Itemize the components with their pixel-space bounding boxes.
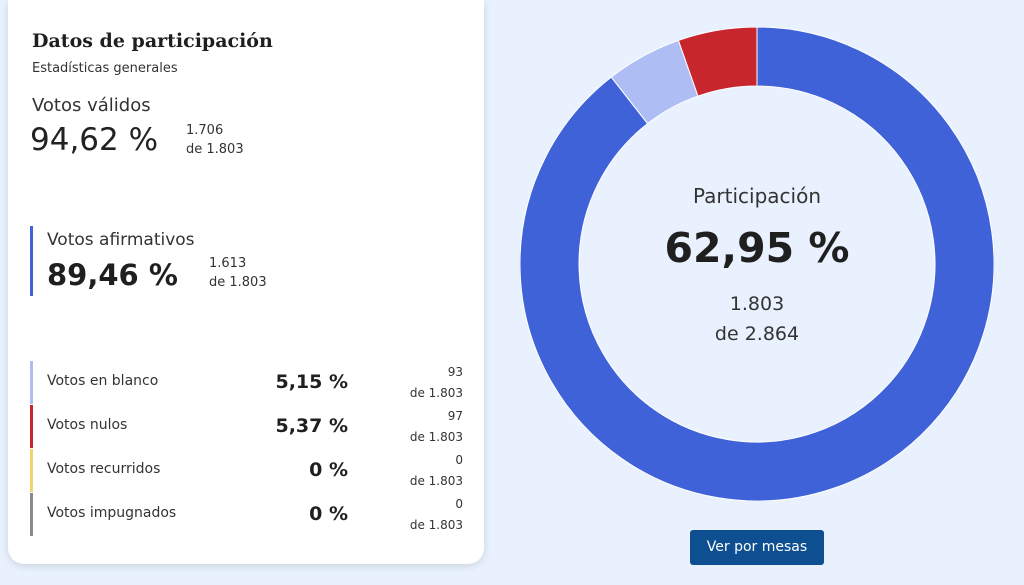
participation-count: 1.803 de 2.864 bbox=[520, 289, 994, 349]
appealed-votes-count: 0 de 1.803 bbox=[410, 450, 463, 492]
valid-votes-count-total: de 1.803 bbox=[186, 142, 244, 157]
null-votes-count-value: 97 bbox=[447, 409, 463, 423]
donut-slice-votos-afirmativos bbox=[520, 27, 994, 501]
blank-votes-row: Votos en blanco 5,15 % 93 de 1.803 bbox=[30, 361, 463, 404]
blank-votes-count-value: 93 bbox=[447, 365, 463, 379]
challenged-votes-label: Votos impugnados bbox=[47, 505, 177, 521]
valid-votes-label: Votos válidos bbox=[32, 95, 151, 116]
valid-votes-count-value: 1.706 bbox=[186, 123, 224, 138]
donut-center: Participación 62,95 % 1.803 de 2.864 bbox=[520, 27, 994, 501]
affirmative-votes-count-total: de 1.803 bbox=[209, 275, 267, 290]
blank-votes-pct: 5,15 % bbox=[275, 371, 348, 393]
appealed-votes-pct: 0 % bbox=[309, 459, 348, 481]
participation-count-total: de 2.864 bbox=[714, 323, 800, 345]
affirmative-votes-count-value: 1.613 bbox=[209, 256, 247, 271]
blank-votes-count-total: de 1.803 bbox=[409, 386, 463, 400]
participation-label: Participación bbox=[692, 184, 821, 208]
null-votes-label: Votos nulos bbox=[47, 417, 128, 433]
challenged-votes-row: Votos impugnados 0 % 0 de 1.803 bbox=[30, 493, 463, 536]
participation-card: Datos de participación Estadísticas gene… bbox=[8, 0, 484, 564]
card-subtitle: Estadísticas generales bbox=[32, 61, 178, 76]
null-votes-row: Votos nulos 5,37 % 97 de 1.803 bbox=[30, 405, 463, 448]
affirmative-votes-count: 1.613 de 1.803 bbox=[209, 254, 267, 292]
challenged-votes-pct: 0 % bbox=[309, 503, 348, 525]
participation-count-value: 1.803 bbox=[729, 293, 785, 315]
appealed-votes-count-total: de 1.803 bbox=[409, 474, 463, 488]
affirmative-votes-pct: 89,46 % bbox=[47, 258, 178, 292]
affirmative-votes-label: Votos afirmativos bbox=[47, 230, 195, 250]
view-by-tables-button[interactable]: Ver por mesas bbox=[690, 530, 824, 565]
null-votes-count-total: de 1.803 bbox=[409, 430, 463, 444]
blank-votes-label: Votos en blanco bbox=[47, 373, 159, 389]
appealed-votes-count-value: 0 bbox=[455, 453, 463, 467]
participation-pct: 62,95 % bbox=[664, 224, 850, 272]
blank-votes-count: 93 de 1.803 bbox=[410, 362, 463, 404]
appealed-votes-label: Votos recurridos bbox=[47, 461, 161, 477]
participation-donut-chart bbox=[520, 27, 994, 501]
card-title: Datos de participación bbox=[32, 30, 273, 52]
challenged-votes-count-value: 0 bbox=[455, 497, 463, 511]
affirmative-votes-block: Votos afirmativos 89,46 % 1.613 de 1.803 bbox=[30, 226, 267, 296]
challenged-votes-count-total: de 1.803 bbox=[409, 518, 463, 532]
donut-slice-votos-nulos bbox=[677, 27, 758, 97]
null-votes-count: 97 de 1.803 bbox=[410, 406, 463, 448]
valid-votes-pct: 94,62 % bbox=[30, 122, 159, 158]
appealed-votes-row: Votos recurridos 0 % 0 de 1.803 bbox=[30, 449, 463, 492]
valid-votes-count: 1.706 de 1.803 bbox=[186, 121, 244, 159]
challenged-votes-count: 0 de 1.803 bbox=[410, 494, 463, 536]
null-votes-pct: 5,37 % bbox=[275, 415, 348, 437]
